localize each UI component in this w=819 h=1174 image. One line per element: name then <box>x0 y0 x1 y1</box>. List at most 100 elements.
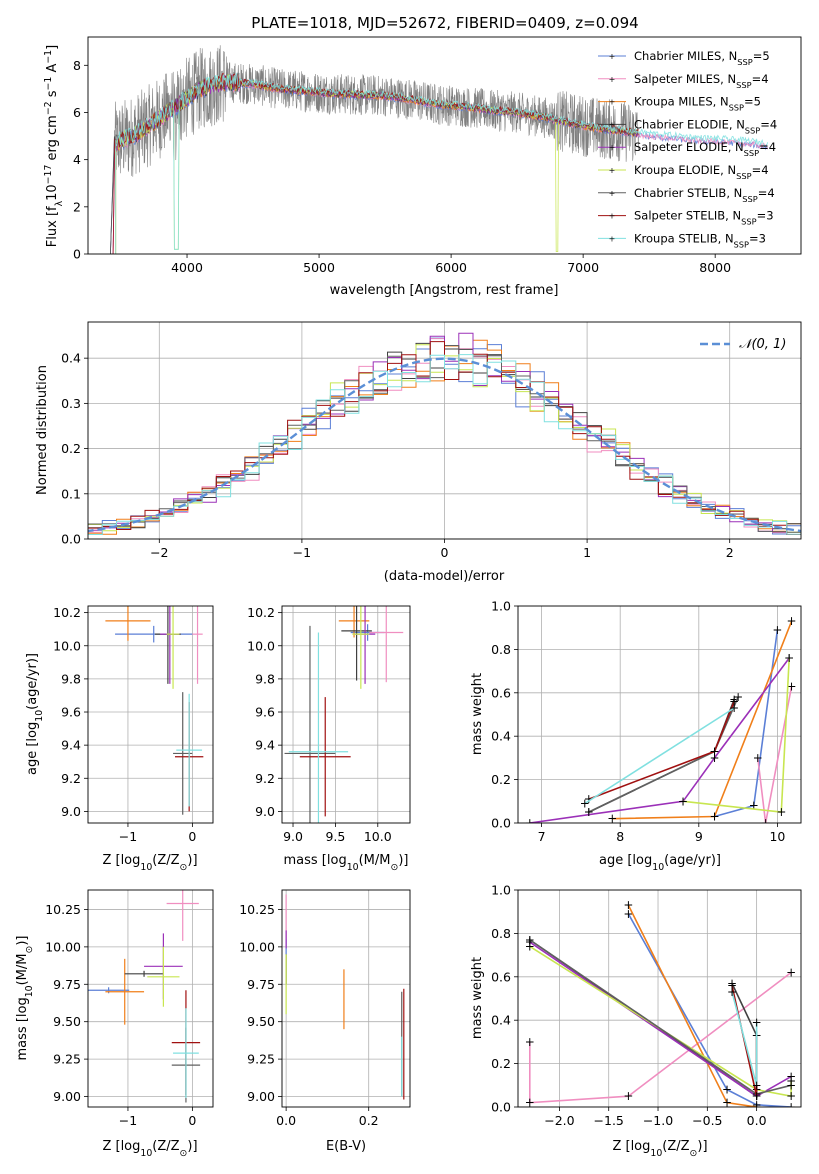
y-tick-label: 9.2 <box>61 771 81 786</box>
ylabel-age_vs_z-part: 10 <box>34 710 45 722</box>
xlabel-age_vs_mass-part: )] <box>398 853 408 868</box>
legend-label-1-part: Salpeter MILES, <box>634 72 727 86</box>
axes-frame <box>87 321 802 540</box>
axes-frame <box>517 605 802 824</box>
legend-label-8-part: =3 <box>749 231 766 245</box>
y-tick-label: 0.0 <box>491 1100 511 1115</box>
xlabel-mass_vs_z-part: 10 <box>140 1148 152 1159</box>
weight-marker-1-2: + <box>787 679 797 693</box>
y-tick-label: 9.4 <box>61 738 81 753</box>
y-tick-label: 10.2 <box>247 605 275 620</box>
weight-marker-6-0: + <box>584 805 594 819</box>
y-tick-label: 9.6 <box>255 705 275 720</box>
y-tick-label: 0.6 <box>491 685 511 700</box>
y-tick-label: 0.4 <box>491 729 511 744</box>
weight-marker-8-1: + <box>752 1078 762 1092</box>
legend-label-7-part: SSP <box>741 217 756 227</box>
y-tick-label: 0.0 <box>61 532 81 547</box>
legend-label-7-part: =3 <box>757 209 774 223</box>
y-tick-label: 6 <box>73 105 81 120</box>
legend-marker-5: + <box>609 166 616 175</box>
xlabel-weight_vs_z-part: Z [log <box>612 1139 650 1154</box>
legend-label-6-part: SSP <box>742 194 757 204</box>
xlabel-age_vs_mass: mass [log10(M/M⊙)] <box>284 853 409 873</box>
xlabel-weight_vs_age: age [log10(age/yr)] <box>599 853 721 873</box>
weight-marker-8-0: + <box>580 796 590 810</box>
legend-label-8: Kroupa STELIB, NSSP=3 <box>634 231 766 249</box>
weight-marker-7-1: + <box>709 744 719 758</box>
ylabel-mass_vs_z-part: ⊙ <box>24 946 35 954</box>
xlabel-age_vs_mass-part: (M/M <box>359 853 391 868</box>
x-tick-label: 0 <box>188 1113 196 1128</box>
y-tick-label: 9.25 <box>53 1052 81 1067</box>
spectrum-ylabel-part: Flux [f <box>45 206 60 247</box>
y-tick-label: 0.4 <box>61 351 81 366</box>
y-tick-label: 10.25 <box>45 902 81 917</box>
x-tick-label: 1 <box>583 545 591 560</box>
x-tick-label: 10 <box>769 829 785 844</box>
plot-area <box>518 890 801 1107</box>
legend-label-6: Chabrier STELIB, NSSP=4 <box>634 186 775 204</box>
x-tick-label: 0.2 <box>359 1113 379 1128</box>
y-tick-label: 10.00 <box>45 939 81 954</box>
legend-marker-7: + <box>609 212 616 221</box>
weight-line-2 <box>627 904 757 1107</box>
panel-residuals: −2 −1 0 1 2 0.0 0.1 0.2 0.3 0.4 <box>61 321 802 560</box>
weight-line-0 <box>714 629 779 818</box>
weight-line-1 <box>757 686 793 823</box>
xlabel-weight_vs_age-part: 10 <box>652 862 664 873</box>
y-tick-label: 1.0 <box>491 599 511 614</box>
x-tick-label: 8000 <box>699 260 731 275</box>
weight-marker-6-2: + <box>786 1078 796 1092</box>
axes-frame <box>87 36 802 255</box>
panel-weight_vs_z: +++ +++ ++++ ++++++++++ +++++++++++−2.0 −1.5 −… <box>491 883 802 1128</box>
xlabel-weight_vs_z-part: 10 <box>650 1148 662 1159</box>
y-tick-label: 2 <box>73 199 81 214</box>
xlabel-age_vs_mass-part: ⊙ <box>390 862 398 873</box>
weight-line-8 <box>731 991 758 1086</box>
weight-marker-5-1: + <box>776 805 786 819</box>
y-tick-label: 9.8 <box>255 671 275 686</box>
x-tick-label: −2 <box>150 545 168 560</box>
y-tick-label: 0.2 <box>491 772 511 787</box>
weight-marker-2-2: + <box>752 1100 762 1114</box>
panel-age_vs_z: −1 0 9.0 9.2 9.4 9.6 9.8 10.0 10.2 <box>53 605 214 844</box>
legend-marker-3: + <box>609 120 616 129</box>
y-tick-label: 0.3 <box>61 396 81 411</box>
axes-frame <box>517 889 802 1108</box>
xlabel-age_vs_z: Z [log10(Z/Z⊙)] <box>102 853 197 873</box>
plot-content <box>88 606 213 823</box>
legend-marker-2: + <box>609 98 616 107</box>
y-tick-label: 0.8 <box>491 926 511 941</box>
spectrum-ylabel-part: −1 <box>43 77 54 91</box>
legend-label-2: Kroupa MILES, NSSP=5 <box>634 95 761 113</box>
y-tick-label: 4 <box>73 152 81 167</box>
xlabel-weight_vs_age-part: age [log <box>599 853 652 868</box>
xlabel-weight_vs_z: Z [log10(Z/Z⊙)] <box>612 1139 707 1159</box>
weight-marker-7-0: + <box>584 792 594 806</box>
residual-xlabel: (data-model)/error <box>384 569 505 584</box>
weight-line-5 <box>683 658 790 813</box>
legend-label-6-part: Chabrier STELIB, <box>634 186 734 200</box>
legend-label-1: Salpeter MILES, NSSP=4 <box>634 72 769 90</box>
spectrum-ylabel-part: A <box>45 64 60 77</box>
weight-line-4 <box>529 657 790 823</box>
xlabel-weight_vs_z-part: )] <box>697 1139 707 1154</box>
x-tick-label: 0 <box>441 545 449 560</box>
y-tick-label: 9.0 <box>61 804 81 819</box>
ylabel-age_vs_z: age [log10(age/yr)] <box>25 653 45 775</box>
y-tick-label: 8 <box>73 58 81 73</box>
x-tick-label: −1 <box>293 545 311 560</box>
legend-label-5-part: SSP <box>736 171 751 181</box>
x-tick-label: 0.0 <box>276 1113 296 1128</box>
xlabel-mass_vs_z-part: ⊙ <box>180 1148 188 1159</box>
legend-label-5-part: Kroupa ELODIE, <box>634 163 727 177</box>
weight-marker-5-2: + <box>786 1089 796 1103</box>
y-tick-label: 9.0 <box>255 804 275 819</box>
xlabel-age_vs_mass-part: mass [log <box>284 853 347 868</box>
legend-label-4-part: Salpeter ELODIE, <box>634 140 735 154</box>
legend-label-4-part: N <box>735 140 744 154</box>
spectrum-ylabel-part: ] <box>45 45 60 50</box>
x-tick-label: −1 <box>119 829 137 844</box>
